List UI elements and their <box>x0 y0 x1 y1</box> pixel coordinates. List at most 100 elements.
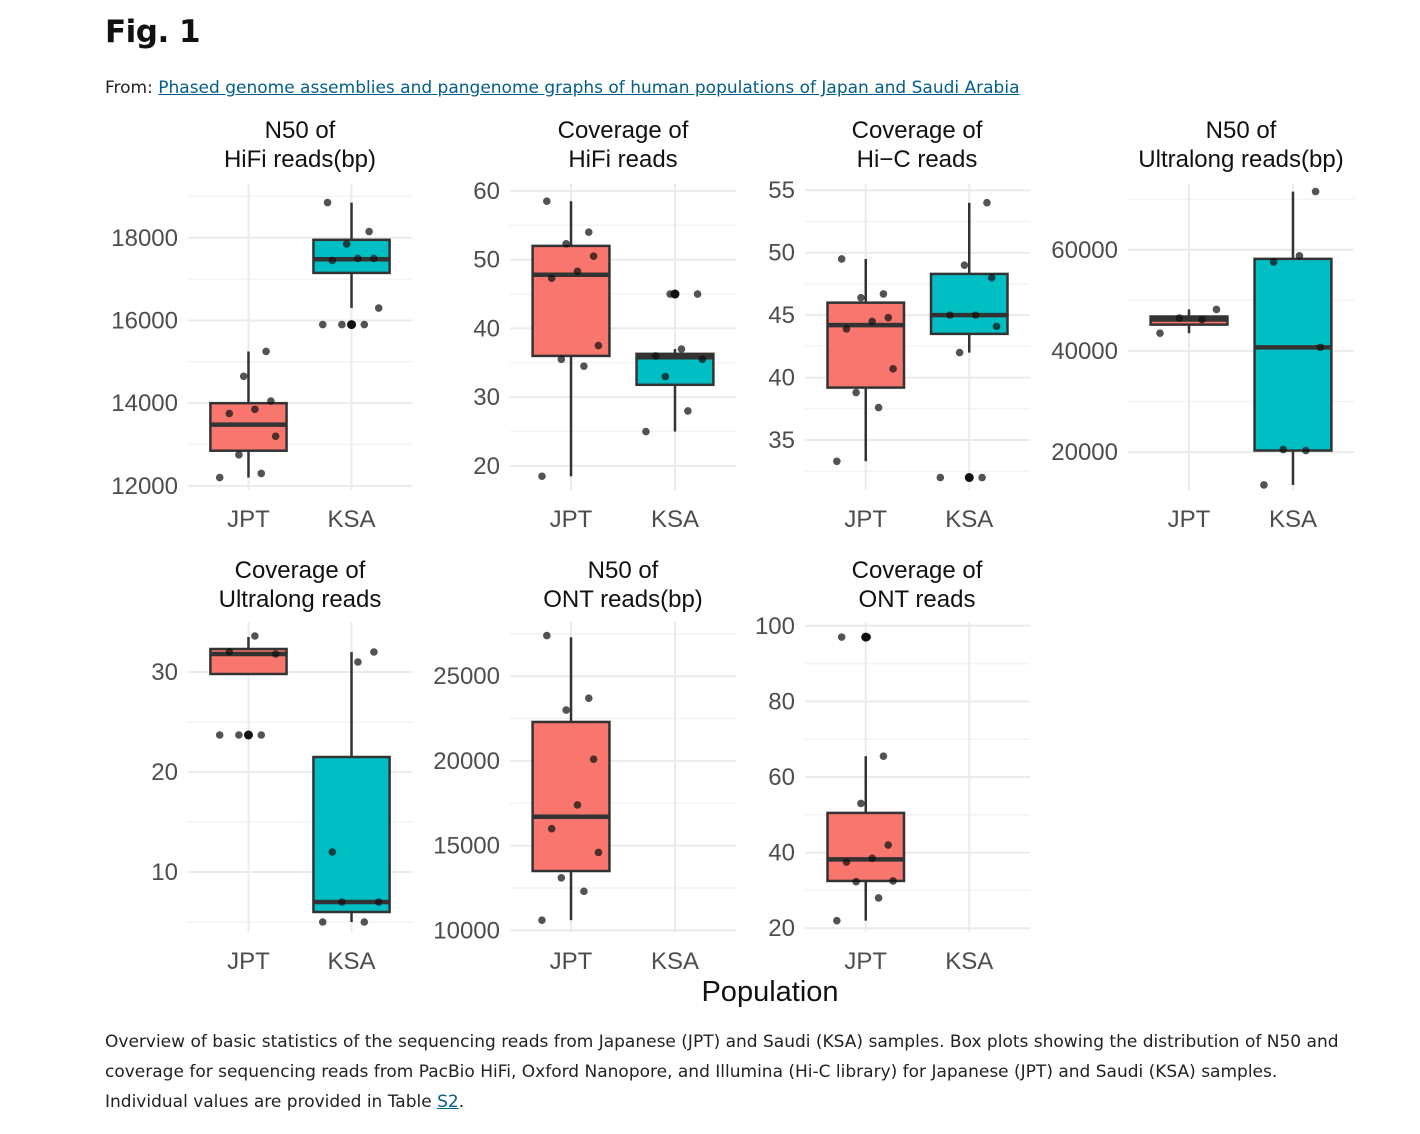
y-tick-label: 20 <box>473 453 500 480</box>
data-point <box>215 473 224 482</box>
data-point <box>833 457 841 466</box>
data-point <box>547 274 556 283</box>
data-point <box>267 397 275 405</box>
data-point <box>1279 445 1288 454</box>
data-point <box>946 311 954 319</box>
data-point <box>257 469 266 478</box>
panel-title: N50 of <box>588 557 659 584</box>
data-point <box>955 348 964 357</box>
data-point <box>884 313 893 322</box>
x-tick-label: KSA <box>651 506 699 533</box>
y-tick-label: 80 <box>768 688 795 715</box>
data-point <box>562 706 570 714</box>
data-point <box>698 355 707 364</box>
data-point <box>971 311 980 319</box>
data-point <box>594 341 603 350</box>
data-point <box>868 854 876 863</box>
data-point <box>987 273 996 282</box>
data-point <box>538 916 546 924</box>
panel-title: Coverage of <box>852 117 983 144</box>
data-point <box>215 731 224 739</box>
data-point <box>594 848 603 857</box>
data-point <box>235 451 243 459</box>
data-point <box>589 252 598 261</box>
data-point <box>1311 187 1320 196</box>
data-point <box>884 841 893 849</box>
data-point <box>338 898 346 906</box>
box-jpt <box>531 244 611 358</box>
data-point <box>666 290 674 298</box>
data-point <box>693 290 702 298</box>
data-point <box>1316 343 1325 352</box>
data-point <box>580 887 588 896</box>
box-ksa <box>312 755 391 914</box>
data-point <box>354 658 362 666</box>
data-point <box>262 347 270 356</box>
x-tick-label: KSA <box>328 506 376 533</box>
y-tick-label: 30 <box>151 659 178 686</box>
data-point <box>557 873 566 882</box>
y-tick-label: 60 <box>768 764 795 791</box>
y-tick-label: 50 <box>473 247 500 274</box>
data-point <box>1212 305 1221 314</box>
data-point <box>1198 315 1206 324</box>
x-tick-label: JPT <box>844 948 887 975</box>
data-point <box>225 648 234 656</box>
data-point <box>374 304 383 312</box>
x-axis-title: Population <box>701 976 838 1008</box>
data-point <box>360 320 369 329</box>
figure-title: Fig. 1 <box>105 14 201 50</box>
data-point <box>271 432 280 441</box>
data-point <box>354 254 362 263</box>
data-point <box>557 355 566 364</box>
box-jpt <box>531 720 611 873</box>
data-point <box>842 858 851 866</box>
box-jpt <box>826 301 906 389</box>
data-point <box>360 918 369 926</box>
y-tick-label: 10 <box>151 859 178 886</box>
data-point <box>857 799 865 808</box>
data-point <box>1260 481 1268 489</box>
data-point <box>257 731 266 739</box>
x-tick-label: KSA <box>328 948 376 975</box>
data-point <box>235 731 243 739</box>
box-jpt <box>209 401 288 452</box>
panel-title: Ultralong reads <box>219 586 382 613</box>
data-point <box>661 372 670 381</box>
data-point <box>1156 329 1164 338</box>
y-tick-label: 14000 <box>111 390 178 417</box>
outlier-point <box>964 473 974 483</box>
data-point <box>857 293 865 302</box>
y-tick-label: 40 <box>473 315 500 342</box>
y-tick-label: 35 <box>768 427 795 454</box>
box-ksa <box>312 238 391 275</box>
data-point <box>538 472 546 481</box>
x-tick-label: JPT <box>1168 506 1211 533</box>
data-point <box>889 877 897 885</box>
data-point <box>684 407 692 415</box>
panel-title: ONT reads <box>859 586 976 613</box>
data-point <box>225 409 234 418</box>
y-tick-label: 60 <box>473 178 500 205</box>
table-s2-link[interactable]: S2 <box>437 1092 459 1112</box>
panel-title: N50 of <box>265 117 336 144</box>
y-tick-label: 55 <box>768 177 795 204</box>
data-point <box>318 918 327 926</box>
y-tick-label: 30 <box>473 384 500 411</box>
panel-title: ONT reads(bp) <box>543 586 703 613</box>
data-point <box>642 427 650 436</box>
data-point <box>936 473 945 482</box>
x-tick-label: KSA <box>945 948 993 975</box>
data-point <box>328 256 337 265</box>
outlier-point <box>347 320 357 330</box>
data-point <box>251 405 259 414</box>
y-tick-label: 12000 <box>111 473 178 500</box>
panel-title: Coverage of <box>558 117 689 144</box>
article-link[interactable]: Phased genome assemblies and pangenome g… <box>158 78 1020 98</box>
data-point <box>318 320 327 329</box>
data-point <box>992 322 1001 331</box>
